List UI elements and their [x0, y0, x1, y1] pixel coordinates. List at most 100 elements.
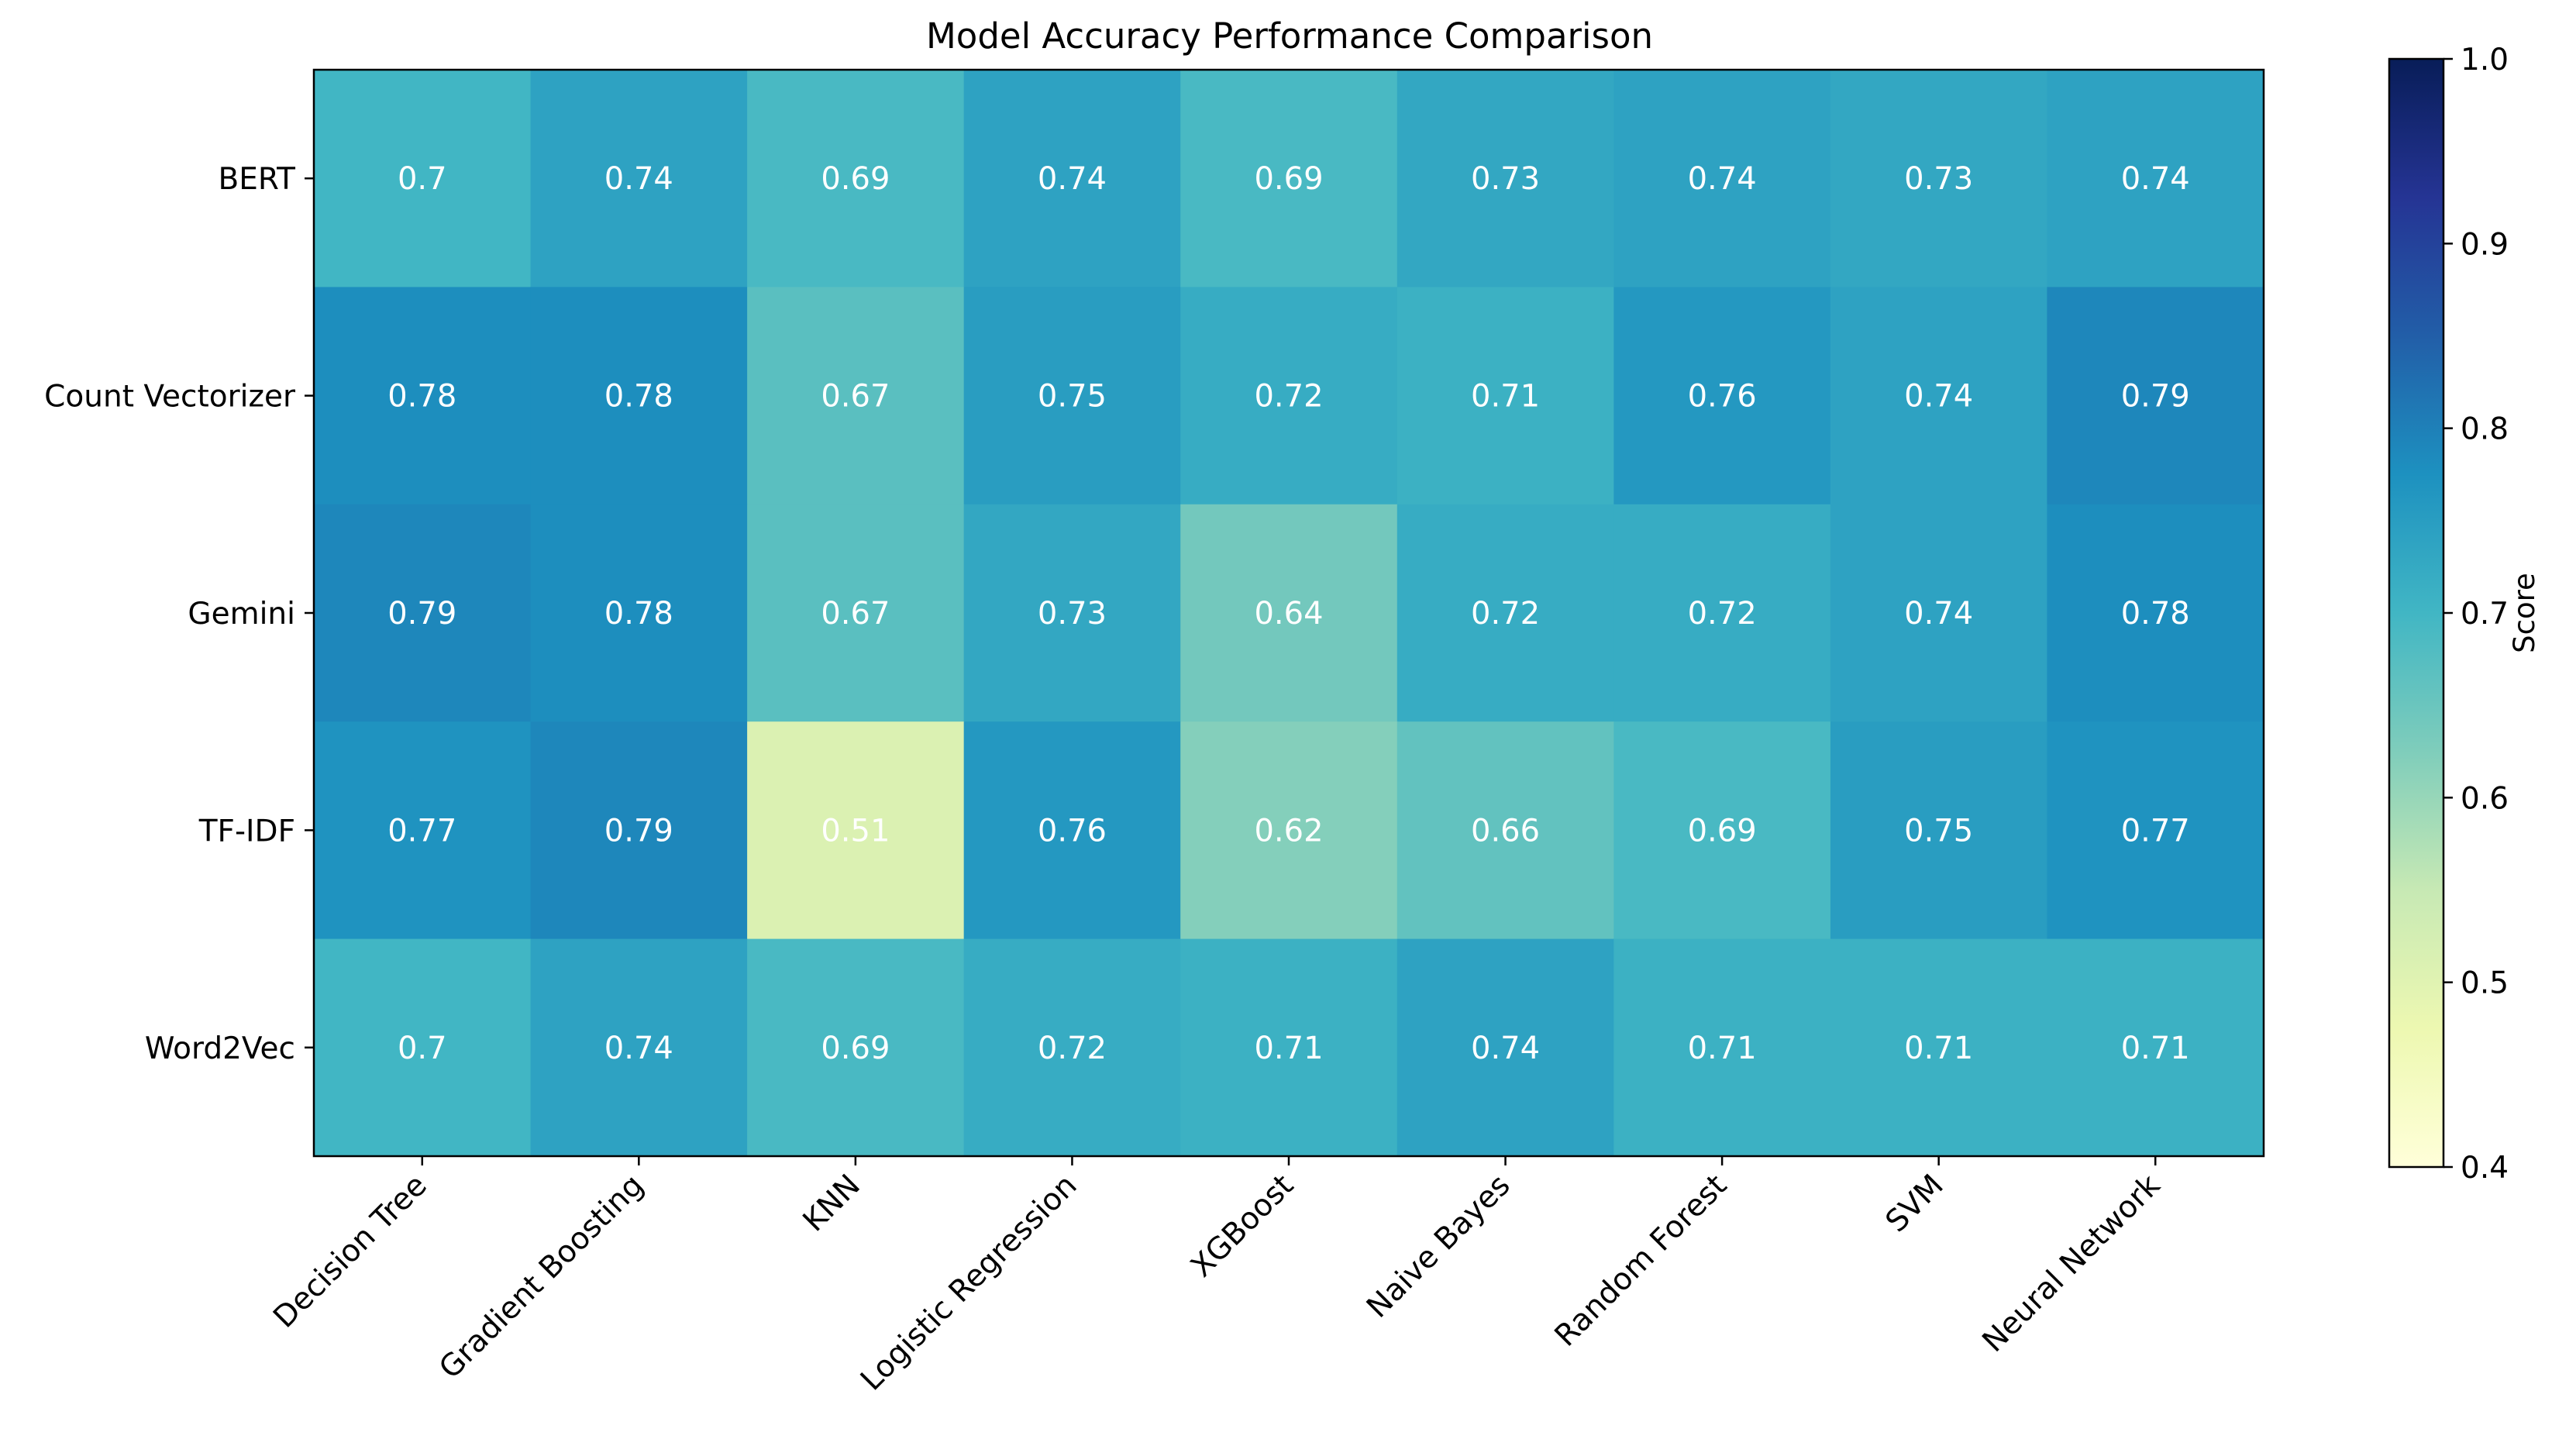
cell-value-label: 0.74 — [604, 161, 673, 197]
cell-value-label: 0.72 — [1471, 596, 1540, 632]
cell-value-label: 0.64 — [1254, 596, 1323, 632]
colorbar-tick-label: 1.0 — [2461, 43, 2509, 77]
heatmap-cell — [2047, 721, 2264, 940]
heatmap-cell — [963, 70, 1181, 287]
chart-title: Model Accuracy Performance Comparison — [926, 15, 1653, 57]
cell-value-label: 0.69 — [821, 161, 890, 197]
heatmap-cell — [1613, 287, 1831, 505]
heatmap-cell — [1180, 287, 1398, 505]
cell-value-label: 0.71 — [1471, 379, 1540, 415]
cell-value-label: 0.77 — [387, 813, 456, 849]
heatmap-cell — [1613, 938, 1831, 1157]
cell-value-label: 0.74 — [2121, 161, 2190, 197]
heatmap-cell — [963, 504, 1181, 722]
colorbar-tick-label: 0.4 — [2461, 1151, 2509, 1186]
heatmap-cell — [530, 287, 748, 505]
heatmap-cell — [314, 287, 532, 505]
cell-value-label: 0.79 — [604, 813, 673, 849]
colorbar-tick-label: 0.5 — [2461, 966, 2509, 1001]
heatmap-cell — [747, 721, 965, 940]
heatmap-cell — [1830, 70, 2048, 287]
cell-value-label: 0.75 — [1904, 813, 1973, 849]
cell-value-label: 0.74 — [1038, 161, 1107, 197]
heatmap-cell — [963, 938, 1181, 1157]
colorbar — [2388, 57, 2445, 1169]
cell-value-label: 0.74 — [604, 1031, 673, 1066]
y-tick-label: TF-IDF — [198, 814, 295, 849]
heatmap-cell — [1396, 287, 1614, 505]
cell-value-label: 0.78 — [387, 379, 456, 415]
cell-value-label: 0.71 — [1688, 1031, 1757, 1066]
heatmap-cell — [1180, 938, 1398, 1157]
cell-value-label: 0.74 — [1471, 1031, 1540, 1066]
heatmap-cell — [1830, 721, 2048, 940]
heatmap-cell — [963, 287, 1181, 505]
y-tick-label: Count Vectorizer — [44, 380, 296, 415]
cell-value-label: 0.51 — [821, 813, 890, 849]
cell-value-label: 0.62 — [1254, 813, 1323, 849]
heatmap-cell — [530, 504, 748, 722]
heatmap-cell — [1830, 287, 2048, 505]
colorbar-tick-label: 0.7 — [2461, 597, 2509, 632]
heatmap-cell — [1396, 938, 1614, 1157]
heatmap-cell — [530, 721, 748, 940]
heatmap-cell — [530, 70, 748, 287]
cell-value-label: 0.71 — [2121, 1031, 2190, 1066]
heatmap-cell — [2047, 70, 2264, 287]
heatmap-cell — [1396, 70, 1614, 287]
cell-value-label: 0.76 — [1038, 813, 1107, 849]
cell-value-label: 0.73 — [1038, 596, 1107, 632]
heatmap-cell — [1396, 721, 1614, 940]
heatmap-cell — [314, 938, 532, 1157]
heatmap-cell — [530, 938, 748, 1157]
heatmap-cell — [1180, 70, 1398, 287]
cell-value-label: 0.78 — [2121, 596, 2190, 632]
cell-value-label: 0.78 — [604, 379, 673, 415]
heatmap-cell — [747, 938, 965, 1157]
colorbar-tick-label: 0.6 — [2461, 781, 2509, 816]
y-tick-label: Gemini — [188, 597, 295, 632]
heatmap-cell — [2047, 938, 2264, 1157]
cell-value-label: 0.7 — [398, 1031, 447, 1066]
heatmap-cell — [747, 504, 965, 722]
cell-value-label: 0.77 — [2121, 813, 2190, 849]
heatmap-cell — [1396, 504, 1614, 722]
heatmap-cell — [314, 721, 532, 940]
cell-value-label: 0.69 — [1254, 161, 1323, 197]
heatmap-cell — [1180, 721, 1398, 940]
y-tick-label: BERT — [219, 162, 296, 197]
cell-value-label: 0.72 — [1688, 596, 1757, 632]
cell-value-label: 0.72 — [1038, 1031, 1107, 1066]
cell-value-label: 0.71 — [1254, 1031, 1323, 1066]
cell-value-label: 0.7 — [398, 161, 447, 197]
heatmap-cell — [1830, 504, 2048, 722]
heatmap-cell — [1613, 504, 1831, 722]
y-tick-label: Word2Vec — [145, 1031, 295, 1066]
heatmap-cell — [747, 287, 965, 505]
cell-value-label: 0.71 — [1904, 1031, 1973, 1066]
heatmap-cell — [1830, 938, 2048, 1157]
heatmap-cell — [2047, 287, 2264, 505]
heatmap-cells — [314, 70, 2264, 1157]
cell-value-label: 0.78 — [604, 596, 673, 632]
colorbar-axis: 0.4 0.5 0.6 0.7 0.8 0.9 1.0 — [2443, 43, 2509, 1186]
cell-value-label: 0.76 — [1688, 379, 1757, 415]
cell-value-label: 0.69 — [821, 1031, 890, 1066]
cell-value-label: 0.74 — [1688, 161, 1757, 197]
cell-value-label: 0.74 — [1904, 596, 1973, 632]
heatmap-cell — [2047, 504, 2264, 722]
cell-value-label: 0.66 — [1471, 813, 1540, 849]
cell-value-label: 0.74 — [1904, 379, 1973, 415]
heatmap-cell — [1180, 504, 1398, 722]
heatmap-cell — [314, 504, 532, 722]
cell-value-label: 0.73 — [1904, 161, 1973, 197]
colorbar-tick-label: 0.8 — [2461, 412, 2509, 447]
heatmap-cell — [747, 70, 965, 287]
cell-value-label: 0.72 — [1254, 379, 1323, 415]
heatmap-cell — [1613, 70, 1831, 287]
colorbar-tick-label: 0.9 — [2461, 227, 2509, 262]
cell-value-label: 0.79 — [2121, 379, 2190, 415]
colorbar-label: Score — [2508, 573, 2541, 653]
y-axis: BERT Count Vectorizer Gemini TF-IDF Word2Vec — [44, 162, 314, 1066]
